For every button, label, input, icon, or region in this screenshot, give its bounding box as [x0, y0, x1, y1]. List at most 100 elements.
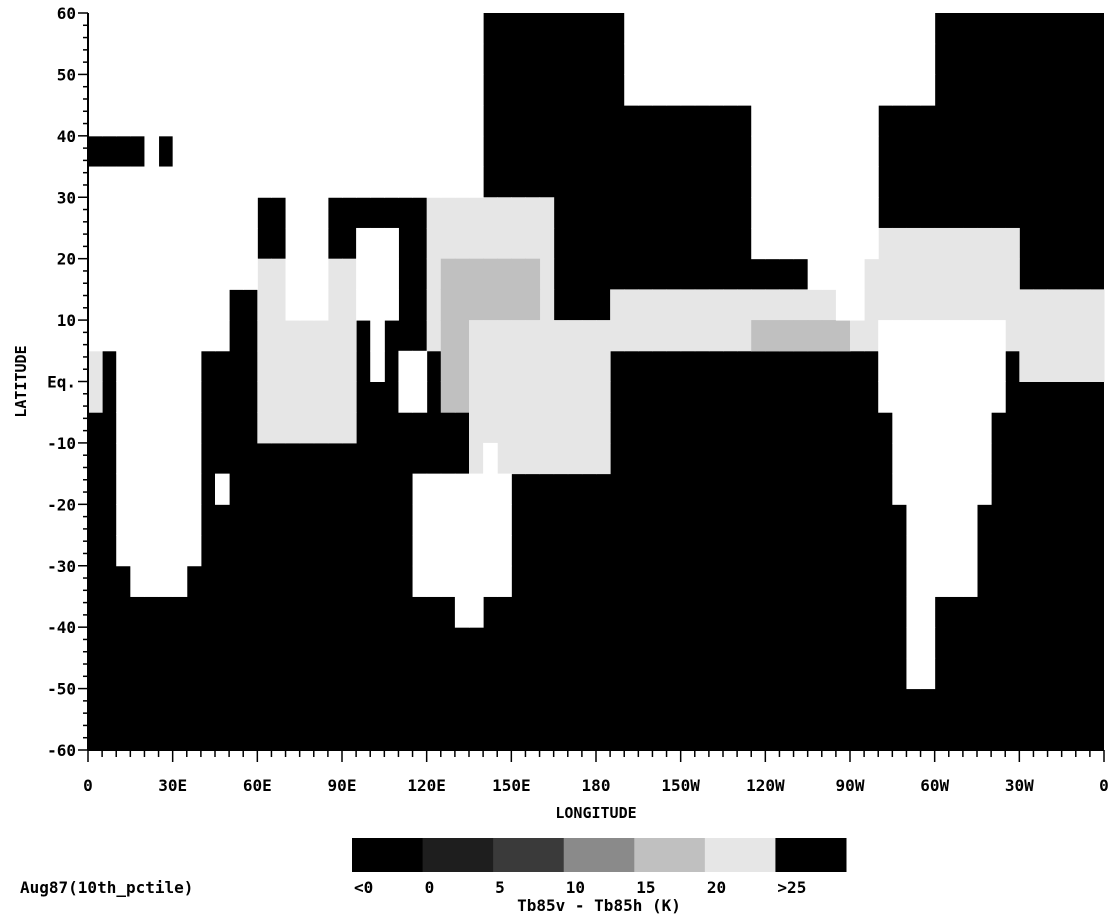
land-cell [807, 258, 823, 290]
land-cell [285, 13, 301, 45]
land-cell [172, 105, 188, 137]
land-cell [342, 13, 357, 45]
land-cell [835, 135, 851, 168]
heatmap-cell [892, 258, 907, 290]
land-cell [299, 74, 315, 106]
x-tick-label: 150W [661, 776, 700, 795]
heatmap-cell [257, 320, 272, 352]
heatmap-cell [581, 320, 597, 352]
land-cell [313, 135, 329, 168]
land-cell [737, 43, 752, 75]
heatmap-cell [454, 350, 470, 382]
land-cell [934, 442, 950, 475]
heatmap-cell [610, 289, 625, 321]
heatmap-cell [483, 412, 498, 444]
land-cell [215, 473, 230, 505]
land-cell [285, 227, 301, 260]
land-cell [779, 74, 795, 106]
land-cell [751, 227, 766, 260]
land-cell [285, 197, 301, 229]
land-cell [821, 105, 837, 137]
land-cell [793, 227, 809, 260]
heatmap-cell [1047, 289, 1063, 321]
land-cell [920, 381, 936, 413]
land-cell [878, 320, 893, 352]
land-cell [906, 627, 922, 659]
heatmap-cell [807, 289, 823, 321]
land-cell [807, 135, 823, 168]
land-cell [144, 565, 160, 597]
land-cell [652, 74, 668, 106]
land-cell [313, 13, 329, 45]
land-cell [440, 43, 456, 75]
land-cell [878, 13, 893, 45]
land-cell [158, 442, 174, 475]
land-cell [299, 105, 315, 137]
heatmap-cell [497, 412, 512, 444]
land-cell [116, 412, 131, 444]
land-cell [130, 43, 145, 75]
land-cell [440, 74, 456, 106]
land-cell [88, 289, 103, 321]
land-cell [299, 197, 315, 229]
heatmap-cell [920, 258, 936, 290]
heatmap-cell [1047, 350, 1063, 382]
land-cell [215, 74, 230, 106]
land-cell [200, 289, 216, 321]
land-cell [356, 258, 371, 290]
heatmap-cell [440, 381, 456, 413]
land-cell [384, 135, 399, 168]
heatmap-cell [934, 258, 950, 290]
land-cell [680, 13, 696, 45]
land-cell [412, 504, 428, 536]
land-cell [807, 227, 823, 260]
land-cell [88, 166, 103, 198]
land-cell [257, 13, 272, 45]
land-cell [821, 135, 837, 168]
heatmap-cell [892, 227, 907, 260]
x-tick-label: 30W [1005, 776, 1034, 795]
land-cell [271, 74, 287, 106]
land-cell [144, 43, 160, 75]
land-cell [906, 657, 922, 690]
land-cell [906, 442, 922, 475]
land-cell [186, 105, 202, 137]
land-cell [934, 504, 950, 536]
land-cell [229, 166, 244, 198]
heatmap-cell [313, 381, 329, 413]
land-cell [257, 166, 272, 198]
land-cell [130, 504, 145, 536]
land-cell [285, 166, 301, 198]
land-cell [285, 258, 301, 290]
land-cell [398, 74, 414, 106]
land-cell [158, 350, 174, 382]
land-cell [356, 105, 371, 137]
land-cell [765, 105, 780, 137]
land-cell [384, 74, 399, 106]
y-tick-label: -50 [47, 680, 76, 699]
land-cell [327, 166, 343, 198]
land-cell [144, 227, 160, 260]
land-cell [497, 535, 512, 567]
heatmap-cell [708, 320, 724, 352]
heatmap-cell [525, 412, 541, 444]
land-cell [229, 135, 244, 168]
land-cell [751, 166, 766, 198]
land-cell [172, 565, 188, 597]
land-cell [864, 197, 879, 229]
land-cell [920, 535, 936, 567]
land-cell [864, 13, 879, 45]
land-cell [313, 166, 329, 198]
land-cell [412, 350, 428, 382]
land-cell [906, 504, 922, 536]
land-cell [440, 135, 456, 168]
land-cell [342, 74, 357, 106]
y-tick-label: -60 [47, 741, 76, 760]
heatmap-cell [511, 320, 526, 352]
land-cell [130, 535, 145, 567]
y-tick-label: 40 [57, 127, 76, 146]
land-cell [878, 74, 893, 106]
land-cell [130, 258, 145, 290]
heatmap-cell [257, 258, 272, 290]
land-cell [680, 74, 696, 106]
